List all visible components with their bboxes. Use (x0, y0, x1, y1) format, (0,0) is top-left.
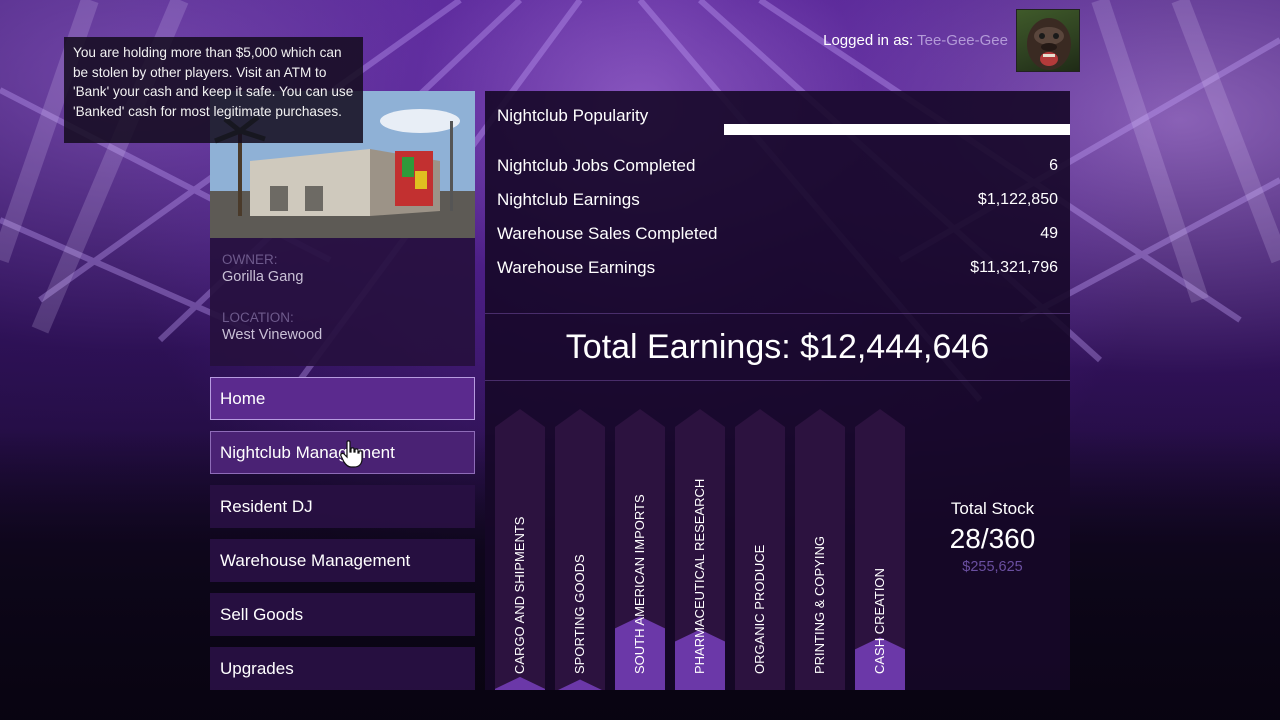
stat-row: Warehouse Sales Completed 49 (497, 222, 1058, 246)
menu-item-label: Home (220, 389, 266, 408)
stock-column: PHARMACEUTICAL RESEARCH (675, 409, 725, 690)
owner-value: Gorilla Gang (222, 269, 304, 285)
stock-column: SPORTING GOODS (555, 409, 605, 690)
stock-bar (555, 409, 605, 690)
stats-panel: Nightclub Popularity Nightclub Jobs Comp… (485, 91, 1070, 690)
total-earnings: Total Earnings: $12,444,646 (565, 328, 990, 366)
stat-label: Warehouse Earnings (497, 258, 656, 277)
stat-label: Warehouse Sales Completed (497, 224, 718, 243)
popularity-bar (724, 124, 1070, 135)
property-info-panel: OWNER: Gorilla Gang LOCATION: West Vinew… (210, 238, 475, 366)
stock-column: SOUTH AMERICAN IMPORTS (615, 409, 665, 690)
stock-bar-background (495, 409, 545, 690)
stock-category-label: SOUTH AMERICAN IMPORTS (632, 494, 647, 674)
stock-column: CARGO AND SHIPMENTS (495, 409, 545, 690)
stock-bar-fill (675, 629, 725, 690)
menu-item-warehouse-management[interactable]: Warehouse Management (210, 539, 475, 582)
cash-warning-tooltip: You are holding more than $5,000 which c… (64, 37, 363, 143)
stock-column: ORGANIC PRODUCE (735, 409, 785, 690)
menu-item-resident-dj[interactable]: Resident DJ (210, 485, 475, 528)
stock-category-label: ORGANIC PRODUCE (752, 544, 767, 674)
tooltip-text: You are holding more than $5,000 which c… (73, 45, 354, 119)
logged-in-status: Logged in as: Tee-Gee-Gee (760, 32, 1008, 49)
total-stock-value: 28/360 (949, 523, 1036, 554)
divider (485, 313, 1070, 314)
location-label: LOCATION: (222, 310, 294, 325)
stock-column: PRINTING & COPYING (795, 409, 845, 690)
menu-item-label: Resident DJ (220, 497, 313, 516)
stock-category-label: PHARMACEUTICAL RESEARCH (692, 478, 707, 674)
stock-column: CASH CREATION (855, 409, 905, 690)
owner-label: OWNER: (222, 252, 278, 267)
stock-bar-background (675, 409, 725, 690)
menu-item-upgrades[interactable]: Upgrades (210, 647, 475, 690)
popularity-label: Nightclub Popularity (497, 106, 649, 125)
menu-item-label: Warehouse Management (220, 551, 411, 570)
stat-row: Nightclub Earnings $1,122,850 (497, 188, 1058, 212)
stat-value: $1,122,850 (977, 191, 1058, 208)
stock-bar-background (555, 409, 605, 690)
stat-value: $11,321,796 (970, 259, 1058, 276)
hand-cursor-icon (340, 440, 364, 473)
stock-bar (615, 409, 665, 690)
gorilla-mask-avatar-icon (1027, 18, 1071, 70)
menu-item-label: Upgrades (220, 659, 294, 678)
stock-category-label: SPORTING GOODS (572, 554, 587, 674)
stock-category-label: CARGO AND SHIPMENTS (512, 516, 527, 674)
stock-bar (855, 409, 905, 690)
total-stock-label: Total Stock (950, 499, 1035, 518)
menu-item-label: Sell Goods (220, 605, 304, 624)
stock-category-label: CASH CREATION (872, 568, 887, 674)
menu-item-label: Nightclub Management (220, 443, 395, 462)
stock-bar-fill (615, 616, 665, 690)
stock-category-label: PRINTING & COPYING (812, 536, 827, 674)
stock-bar-fill (555, 679, 605, 690)
stock-bar (735, 409, 785, 690)
menu-item-sell-goods[interactable]: Sell Goods (210, 593, 475, 636)
stat-value: 49 (1040, 225, 1058, 242)
stock-bar (675, 409, 725, 690)
total-stock-worth: $255,625 (962, 559, 1023, 575)
username: Tee-Gee-Gee (917, 32, 1008, 49)
stat-label: Nightclub Earnings (497, 190, 640, 209)
stock-bar-background (735, 409, 785, 690)
logged-in-label: Logged in as: (823, 32, 914, 49)
menu-item-home[interactable]: Home (210, 377, 475, 420)
stock-bar (495, 409, 545, 690)
total-stock: Total Stock 28/360 $255,625 (915, 499, 1070, 575)
stat-row: Nightclub Jobs Completed 6 (497, 154, 1058, 178)
stock-bar (795, 409, 845, 690)
stat-row: Warehouse Earnings $11,321,796 (497, 256, 1058, 280)
stat-value: 6 (1049, 157, 1058, 174)
divider (485, 380, 1070, 381)
stock-bar-background (615, 409, 665, 690)
popularity-row: Nightclub Popularity (497, 104, 1070, 135)
stock-bar-fill (495, 676, 545, 690)
stock-bar-fill (855, 637, 905, 690)
stat-label: Nightclub Jobs Completed (497, 156, 696, 175)
avatar (1016, 9, 1080, 72)
location-value: West Vinewood (222, 327, 323, 343)
stock-bar-background (795, 409, 845, 690)
stock-bar-background (855, 409, 905, 690)
